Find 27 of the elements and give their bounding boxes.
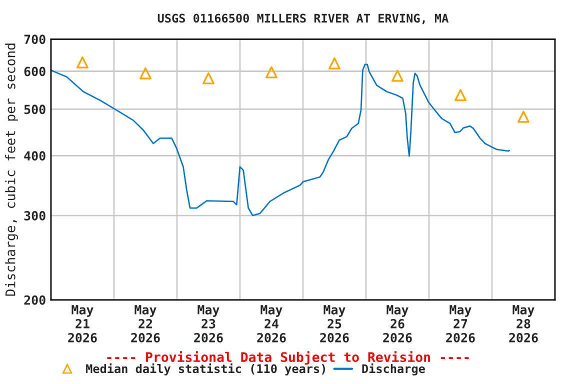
point — [517, 110, 530, 123]
point — [454, 89, 466, 102]
y-tick-label: 700 — [24, 34, 46, 44]
line-series — [50, 64, 510, 216]
y-tick-label: 600 — [24, 66, 46, 76]
y-tick-label: 300 — [24, 210, 46, 220]
y-tick-label: 400 — [24, 151, 46, 161]
x-tick-label: May 25 2026 — [320, 305, 349, 342]
legend-label: Median daily statistic (110 years) — [86, 363, 326, 376]
x-tick-label: May 28 2026 — [509, 305, 538, 342]
legend-label: Discharge — [362, 363, 425, 376]
x-tick-label: May 22 2026 — [131, 305, 160, 342]
x-tick-label: May 26 2026 — [383, 305, 412, 342]
x-tick-label: May 23 2026 — [194, 305, 223, 342]
x-tick-label: May 24 2026 — [257, 305, 286, 342]
point — [139, 67, 152, 80]
chart-title: USGS 01166500 MILLERS RIVER AT ERVING, MA — [158, 14, 448, 24]
y-axis-title: Discharge, cubic feet per second — [5, 44, 18, 296]
point — [328, 57, 340, 70]
point — [202, 72, 214, 84]
x-tick-label: May 27 2026 — [446, 305, 475, 342]
y-tick-label: 200 — [24, 295, 46, 305]
y-tick-label: 500 — [24, 104, 46, 114]
x-tick-label: May 21 2026 — [68, 305, 97, 342]
point — [76, 56, 88, 68]
point — [265, 66, 278, 78]
point — [391, 70, 404, 82]
